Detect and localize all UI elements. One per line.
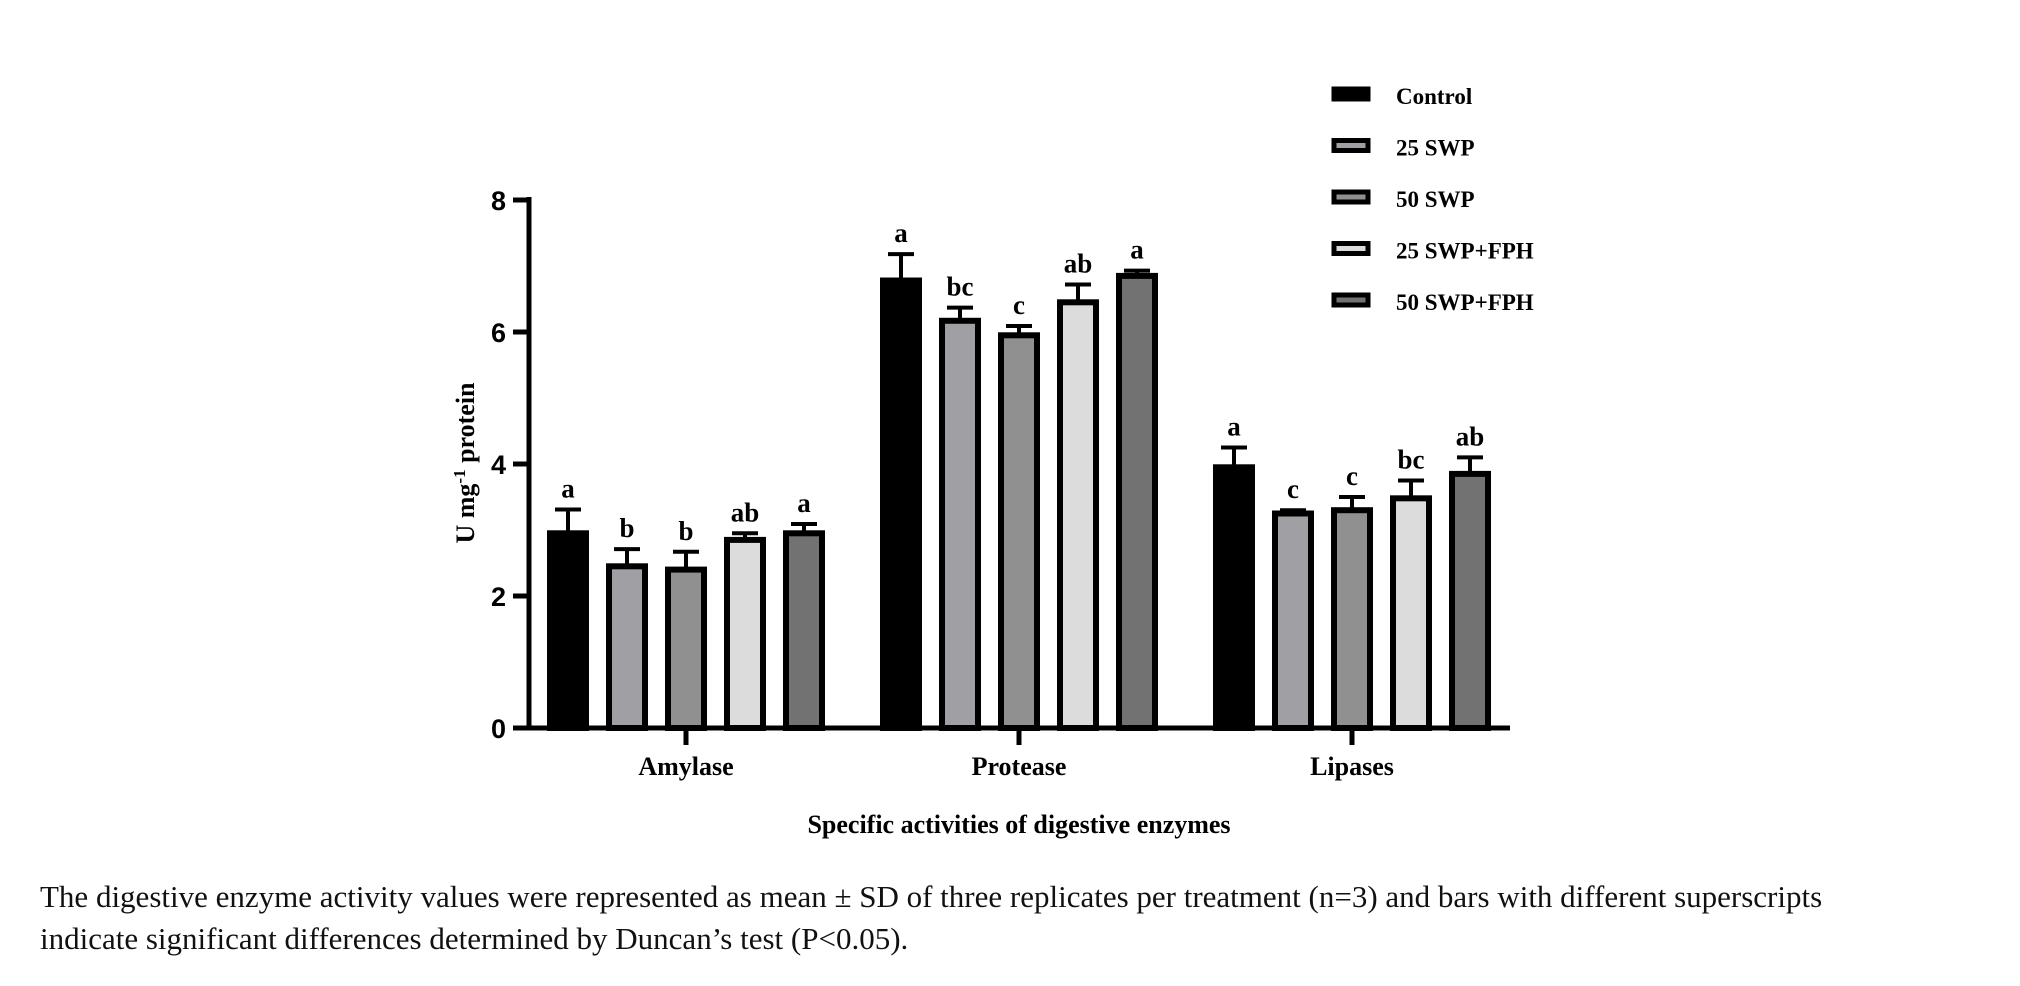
bar	[665, 566, 707, 731]
x-tick-label: Protease	[972, 752, 1067, 781]
significance-label: bc	[947, 272, 974, 302]
bar	[1331, 507, 1373, 732]
significance-label: a	[561, 474, 575, 504]
legend-swatch	[1331, 138, 1371, 153]
x-tick-label: Lipases	[1310, 752, 1394, 781]
caption-line-1: The digestive enzyme activity values wer…	[40, 879, 1823, 914]
bar	[880, 277, 922, 731]
significance-label: ab	[1456, 421, 1485, 451]
legend-swatch	[1331, 189, 1371, 205]
significance-label: b	[678, 516, 693, 546]
bar	[1272, 510, 1314, 731]
legend-swatch	[1331, 292, 1371, 308]
legend-swatch	[1331, 241, 1371, 256]
bar	[939, 317, 981, 731]
bar	[547, 530, 589, 731]
y-tick-label: 2	[491, 582, 506, 612]
legend-label: Control	[1396, 84, 1472, 109]
legend-label: 25 SWP+FPH	[1396, 239, 1534, 264]
significance-label: a	[1227, 412, 1241, 442]
significance-label: c	[1287, 474, 1299, 504]
significance-label: c	[1346, 461, 1358, 491]
bar	[783, 530, 825, 731]
bar	[724, 536, 766, 732]
y-tick-label: 4	[491, 450, 506, 480]
legend-swatch	[1331, 86, 1371, 102]
figure-caption: The digestive enzyme activity values wer…	[40, 876, 2000, 960]
y-tick-label: 8	[491, 186, 506, 216]
bar	[1116, 272, 1158, 731]
legend-label: 50 SWP+FPH	[1396, 290, 1534, 315]
x-tick-label: Amylase	[638, 752, 733, 781]
y-tick-label: 0	[491, 714, 506, 744]
caption-line-2: indicate significant differences determi…	[40, 921, 909, 956]
legend-label: 25 SWP	[1396, 136, 1475, 161]
x-axis-label: Specific activities of digestive enzymes	[807, 810, 1230, 839]
significance-label: a	[797, 488, 811, 518]
significance-label: ab	[731, 497, 760, 527]
bar	[1213, 464, 1255, 731]
y-axis-label: U mg-1 protein	[450, 382, 481, 544]
significance-label: ab	[1064, 248, 1093, 278]
bar	[606, 563, 648, 731]
significance-label: b	[619, 513, 634, 543]
significance-label: a	[894, 218, 908, 248]
significance-label: bc	[1398, 445, 1425, 475]
legend-label: 50 SWP	[1396, 187, 1475, 212]
bar	[998, 332, 1040, 731]
y-tick-label: 6	[491, 318, 506, 348]
significance-label: c	[1013, 290, 1025, 320]
bar	[1449, 470, 1491, 731]
significance-label: a	[1130, 235, 1144, 265]
bar	[1057, 299, 1099, 731]
bar	[1390, 495, 1432, 731]
